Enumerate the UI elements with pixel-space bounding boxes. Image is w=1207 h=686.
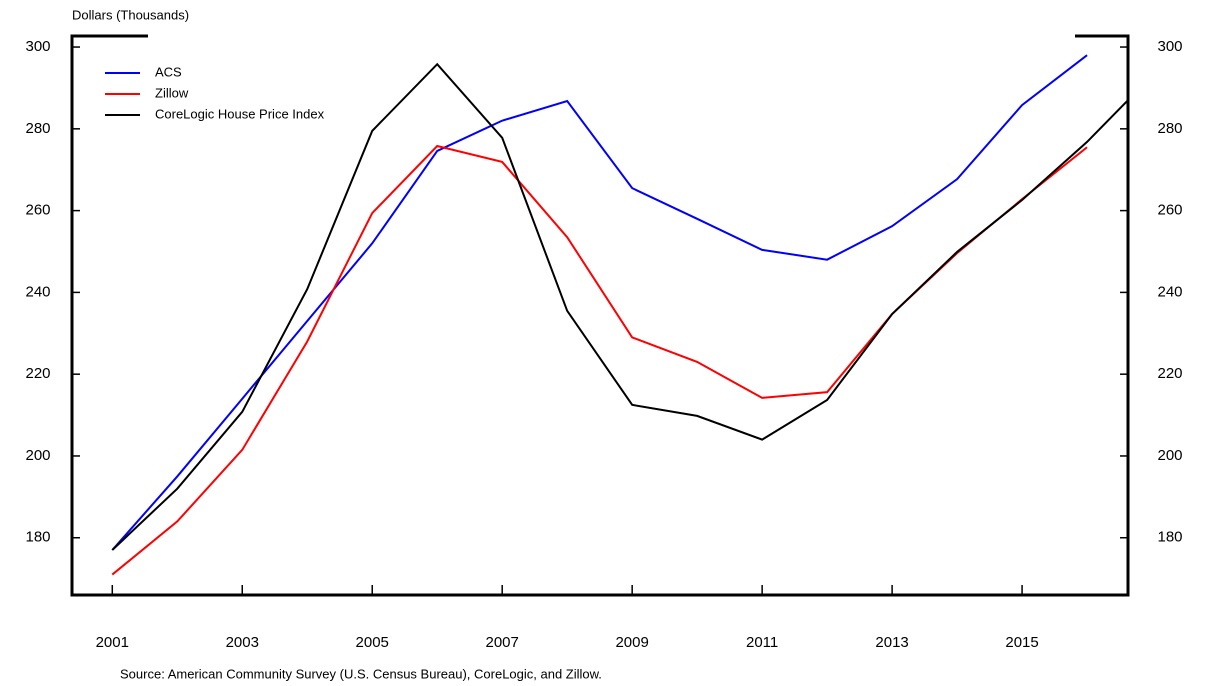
- y-tick-label: 240: [25, 283, 50, 300]
- x-tick-label: 2007: [486, 634, 519, 651]
- series-line: [111, 62, 1128, 551]
- y-tick-label: 280: [25, 120, 50, 137]
- y-tick-label: 220: [25, 365, 50, 382]
- series-line: [111, 54, 1088, 551]
- y2-tick-label: 180: [1157, 529, 1182, 546]
- legend-label: ACS: [155, 64, 182, 79]
- y2-tick-label: 200: [1157, 447, 1182, 464]
- y2-tick-label: 220: [1157, 365, 1182, 382]
- x-tick-label: 2015: [1005, 634, 1038, 651]
- y-tick-label: 180: [25, 529, 50, 546]
- x-tick-label: 2001: [96, 634, 129, 651]
- x-tick-label: 2005: [356, 634, 389, 651]
- frame: [70, 34, 1130, 597]
- y2-tick-label: 240: [1157, 283, 1182, 300]
- y-tick-label: 260: [25, 202, 50, 219]
- y-axis-label: Dollars (Thousands): [72, 7, 189, 22]
- plot-area: [111, 54, 1128, 576]
- x-tick-label: 2003: [226, 634, 259, 651]
- legend-label: CoreLogic House Price Index: [155, 106, 325, 121]
- y2-tick-label: 280: [1157, 120, 1182, 137]
- y-tick-label: 200: [25, 447, 50, 464]
- x-tick-label: 2013: [875, 634, 908, 651]
- x-tick-label: 2011: [746, 634, 778, 651]
- y-tick-label: 300: [25, 38, 50, 55]
- y2-tick-label: 260: [1157, 202, 1182, 219]
- series-line: [111, 144, 1088, 576]
- x-tick-label: 2009: [615, 634, 648, 651]
- legend-label: Zillow: [155, 85, 189, 100]
- source-note: Source: American Community Survey (U.S. …: [120, 666, 602, 681]
- y2-tick-label: 300: [1157, 38, 1182, 55]
